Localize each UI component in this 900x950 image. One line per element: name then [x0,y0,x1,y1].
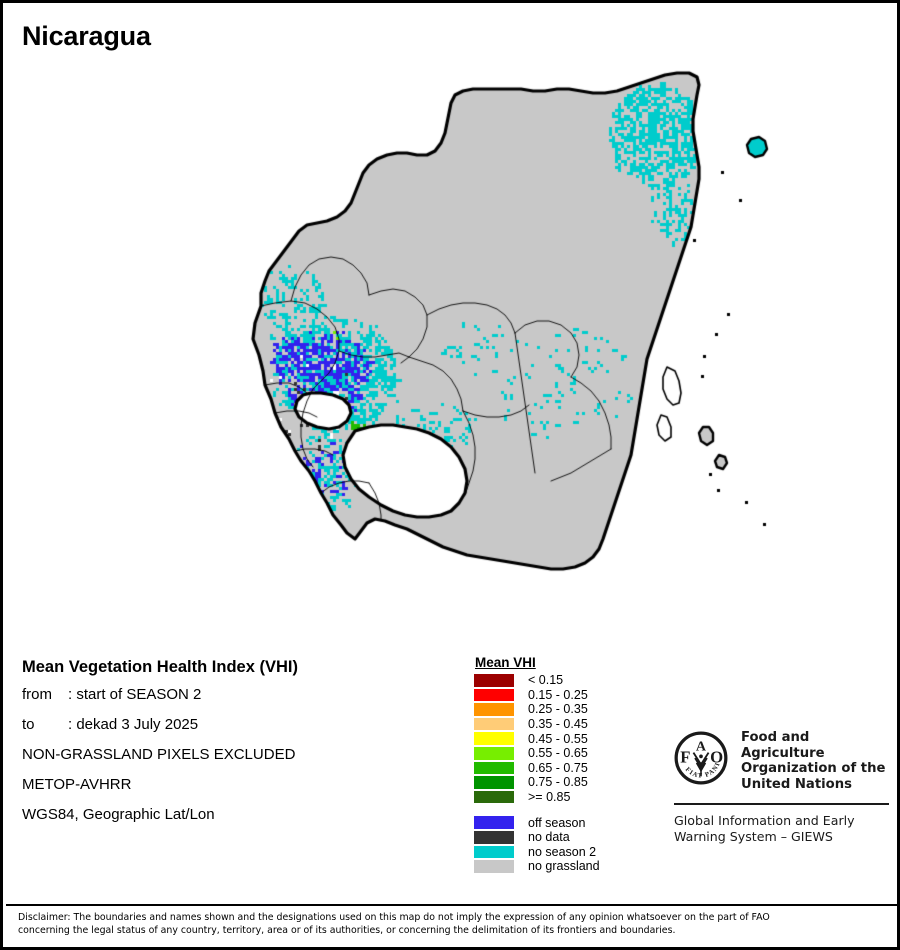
legend-vhi-class-row[interactable]: 0.45 - 0.55 [474,731,600,746]
map-info-block: Mean Vegetation Health Index (VHI) from:… [22,658,452,835]
legend-vhi-class-row[interactable]: 0.65 - 0.75 [474,761,600,776]
legend-special-class-swatch [474,816,514,829]
giews-line: Global Information and Early [674,813,855,829]
nicaragua-vhi-map-canvas[interactable] [3,58,897,648]
fao-branding: F A O FIAT PANIS Food and AgricultureOrg… [674,730,889,844]
fao-name-line: United Nations [741,776,852,792]
from-value: : start of SEASON 2 [68,686,202,703]
fao-name-line: Organization of the [741,761,886,777]
info-row-to: to : dekad 3 July 2025 [22,715,452,735]
legend-spacer [474,804,600,815]
giews-system-name: Global Information and Early Warning Syst… [674,813,889,844]
legend-vhi-class-label: 0.25 - 0.35 [528,702,588,717]
legend-vhi-class-swatch [474,776,514,789]
info-row-excluded: NON-GRASSLAND PIXELS EXCLUDED [22,746,296,763]
disclaimer-line-1: Disclaimer: The boundaries and names sho… [18,912,770,923]
legend-vhi-class-swatch [474,688,514,702]
legend-vhi-class-swatch [474,717,514,731]
disclaimer-divider [6,904,900,906]
fao-divider [674,803,889,806]
legend-vhi-class-label: 0.45 - 0.55 [528,731,588,746]
legend-special-list: off season no data no season 2 no grassland [474,815,600,873]
fao-logo-row: F A O FIAT PANIS Food and AgricultureOrg… [674,730,889,792]
legend-special-class-swatch [474,830,514,844]
fao-name-line: Food and Agriculture [741,730,825,761]
info-heading: Mean Vegetation Health Index (VHI) [22,658,298,676]
svg-text:A: A [696,738,707,754]
legend-vhi-class-label: 0.35 - 0.45 [528,717,588,732]
legend-vhi-class-row[interactable]: >= 0.85 [474,790,600,805]
legend-class-list: < 0.15 0.15 - 0.25 0.25 - 0.35 0.35 - 0.45 0… [474,673,600,804]
legend-vhi-class-row[interactable]: 0.15 - 0.25 [474,688,600,703]
giews-line: Warning System – GIEWS [674,828,833,844]
legend-special-class-swatch [474,860,514,873]
legend-vhi-class-label: 0.65 - 0.75 [528,760,588,775]
legend-special-class-label: no data [528,830,570,845]
page-title: Nicaragua [22,21,151,51]
legend-special-class-swatch [474,845,514,859]
to-value: : dekad 3 July 2025 [68,716,199,733]
map-legend: Mean VHI < 0.15 0.15 - 0.25 0.25 - 0.35 0.3… [474,655,600,874]
legend-special-class-label: no grassland [528,859,600,874]
legend-vhi-class-swatch [474,761,514,775]
fao-organization-name: Food and Agriculture Organization of the U… [741,730,889,792]
info-row-sensor: METOP-AVHRR [22,776,132,793]
legend-vhi-class-label: 0.15 - 0.25 [528,687,588,702]
svg-text:F: F [680,747,690,766]
legend-vhi-class-row[interactable]: 0.55 - 0.65 [474,746,600,761]
info-row-from: from : start of SEASON 2 [22,685,452,705]
disclaimer-text: Disclaimer: The boundaries and names sho… [18,912,888,937]
legend-vhi-class-swatch [474,703,514,716]
info-row-projection: WGS84, Geographic Lat/Lon [22,806,215,823]
legend-vhi-class-swatch [474,746,514,760]
legend-special-class-row[interactable]: off season [474,815,600,830]
map-viewport[interactable] [3,58,897,648]
svg-text:O: O [710,747,723,766]
legend-special-class-label: off season [528,815,586,830]
legend-vhi-class-label: 0.55 - 0.65 [528,746,588,761]
legend-special-class-row[interactable]: no grassland [474,859,600,874]
from-label: from [22,686,52,703]
legend-title: Mean VHI [475,655,536,670]
legend-vhi-class-row[interactable]: 0.75 - 0.85 [474,775,600,790]
legend-vhi-class-swatch [474,674,514,687]
fao-emblem-icon: F A O FIAT PANIS [674,731,728,785]
legend-vhi-class-swatch [474,732,514,745]
legend-vhi-class-label: 0.75 - 0.85 [528,775,588,790]
legend-vhi-class-label: < 0.15 [528,673,564,688]
legend-vhi-class-label: >= 0.85 [528,790,571,805]
legend-vhi-class-row[interactable]: 0.35 - 0.45 [474,717,600,732]
to-label: to [22,716,35,733]
legend-vhi-class-row[interactable]: < 0.15 [474,673,600,688]
legend-special-class-row[interactable]: no season 2 [474,845,600,860]
legend-special-class-row[interactable]: no data [474,830,600,845]
legend-vhi-class-swatch [474,790,514,804]
disclaimer-line-2: concerning the legal status of any count… [18,924,676,936]
legend-special-class-label: no season 2 [528,844,597,859]
legend-vhi-class-row[interactable]: 0.25 - 0.35 [474,702,600,717]
